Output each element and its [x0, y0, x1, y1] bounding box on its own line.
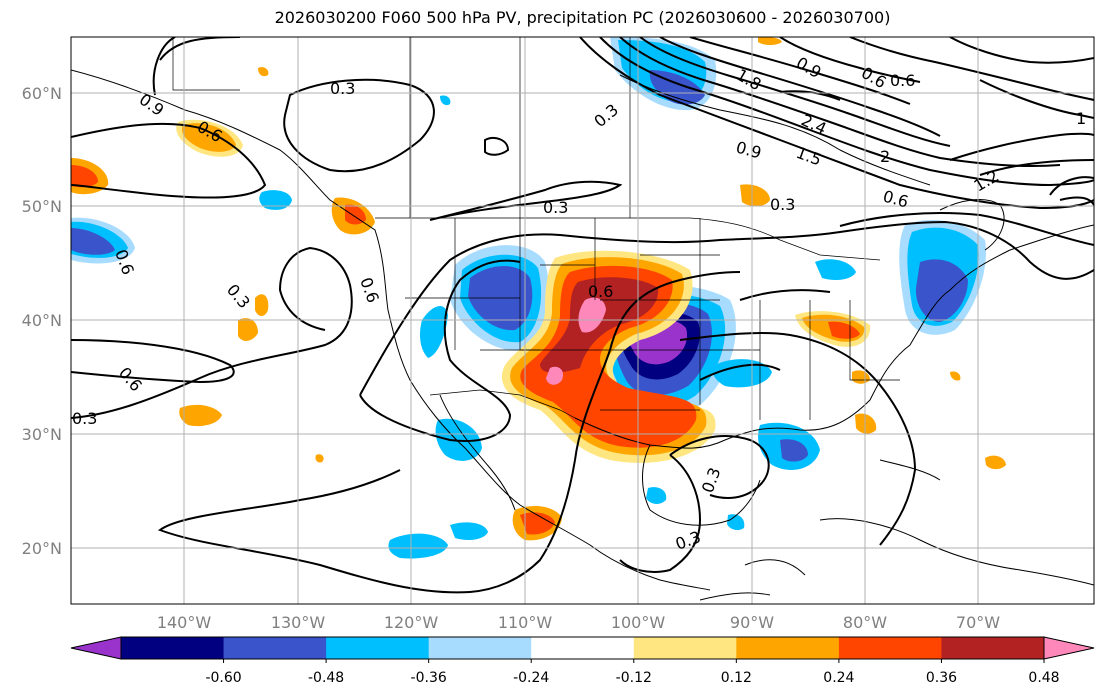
contour-label: 0.3: [330, 79, 355, 98]
precip-shading-positive: [71, 37, 1006, 541]
colorbar-tick-label: 0.36: [926, 670, 957, 686]
pv-contours: [71, 37, 1094, 594]
colorbar-tick-label: -0.36: [411, 670, 447, 686]
longitude-label: 140°W: [157, 613, 212, 632]
colorbar-segment: [326, 637, 430, 659]
longitude-label: 90°W: [730, 613, 774, 632]
latitude-label: 50°N: [22, 197, 62, 216]
colorbar-tick-label: 0.24: [823, 670, 854, 686]
longitude-label: 130°W: [271, 613, 326, 632]
colorbar-tick-label: 0.12: [721, 670, 752, 686]
colorbar-extension-low: [70, 636, 122, 660]
colorbar-outline: [120, 636, 1045, 660]
contour-label: 2: [880, 147, 890, 166]
longitude-label: 80°W: [843, 613, 887, 632]
latitude-label: 30°N: [22, 425, 62, 444]
colorbar-segment: [633, 637, 737, 659]
map-title: 2026030200 F060 500 hPa PV, precipitatio…: [274, 8, 891, 27]
colorbar-segment: [121, 637, 225, 659]
colorbar-segment: [838, 637, 942, 659]
colorbar-segment: [736, 637, 840, 659]
contour-label: 0.6: [890, 71, 915, 90]
colorbar: [70, 636, 1095, 660]
colorbar-extension-high: [1043, 636, 1095, 660]
colorbar-tick-label: 0.48: [1028, 670, 1059, 686]
colorbar-segment: [531, 637, 635, 659]
longitude-labels: 140°W 130°W 120°W 110°W 100°W 90°W 80°W 70°W: [157, 613, 1000, 632]
latitude-label: 60°N: [22, 84, 62, 103]
longitude-label: 110°W: [498, 613, 553, 632]
longitude-label: 100°W: [611, 613, 666, 632]
latitude-labels: 60°N 50°N 40°N 30°N 20°N: [22, 84, 62, 558]
contour-label: 0.6: [588, 282, 613, 301]
colorbar-tick-label: -0.24: [513, 670, 549, 686]
longitude-label: 70°W: [956, 613, 1000, 632]
colorbar-tick-label: -0.60: [205, 670, 241, 686]
contour-label: 0.3: [72, 409, 97, 428]
latitude-label: 40°N: [22, 311, 62, 330]
graticule: [71, 37, 1094, 604]
longitude-label: 120°W: [384, 613, 439, 632]
coastlines: [71, 69, 1094, 601]
contour-label: 1: [1076, 109, 1086, 128]
latitude-label: 20°N: [22, 539, 62, 558]
contour-label: 0.3: [543, 198, 568, 217]
contour-label: 0.3: [770, 195, 795, 214]
map-frame: [70, 36, 1095, 605]
colorbar-segment: [428, 637, 532, 659]
colorbar-tick-labels: -0.60 -0.48 -0.36 -0.24 -0.12 0.12 0.24 0.36 0.4…: [205, 659, 1060, 686]
colorbar-tick-label: -0.48: [308, 670, 344, 686]
colorbar-segment: [223, 637, 327, 659]
colorbar-segment: [941, 637, 1045, 659]
colorbar-tick-label: -0.12: [616, 670, 652, 686]
